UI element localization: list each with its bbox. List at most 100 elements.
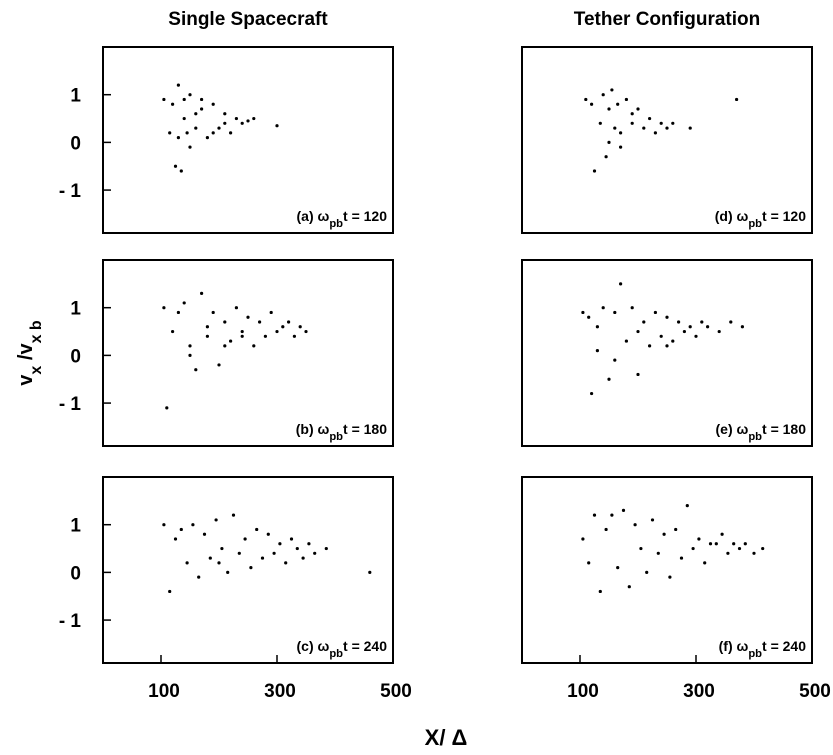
- data-point: [714, 542, 718, 546]
- data-point: [168, 131, 172, 135]
- data-point: [694, 334, 698, 338]
- column-title: Tether Configuration: [574, 9, 760, 30]
- y-axis-label: vx /vx b: [15, 320, 45, 386]
- data-point: [211, 102, 215, 106]
- data-point: [205, 325, 209, 329]
- data-point: [240, 334, 244, 338]
- data-point: [289, 537, 294, 541]
- data-point: [246, 315, 250, 319]
- data-point: [188, 93, 192, 97]
- data-point: [604, 527, 608, 532]
- data-point: [668, 575, 672, 579]
- data-point: [176, 83, 180, 87]
- data-point: [674, 527, 678, 532]
- data-point: [592, 169, 597, 173]
- data-point: [671, 121, 675, 125]
- data-point: [234, 116, 238, 121]
- data-point: [281, 325, 285, 329]
- data-point: [607, 107, 611, 111]
- data-point: [700, 320, 704, 324]
- panel-label-part: (a) ω: [297, 208, 330, 224]
- data-point: [633, 523, 637, 527]
- y-axis-label-part: /v: [15, 343, 37, 366]
- data-point: [761, 546, 765, 551]
- data-point: [619, 145, 623, 149]
- data-point: [240, 329, 244, 334]
- data-point: [292, 334, 296, 338]
- data-point: [729, 320, 733, 324]
- data-point: [220, 546, 224, 551]
- x-tick-label: 300: [264, 681, 296, 702]
- data-point: [200, 97, 204, 102]
- x-tick-label: 100: [567, 681, 599, 702]
- data-point: [616, 102, 620, 106]
- data-point: [584, 97, 588, 102]
- data-point: [182, 97, 186, 102]
- data-point: [691, 546, 695, 551]
- data-point: [205, 334, 209, 338]
- data-point: [610, 88, 614, 92]
- data-point: [630, 112, 634, 116]
- data-point: [685, 504, 689, 508]
- data-point: [581, 310, 585, 315]
- data-point: [226, 570, 230, 574]
- data-point: [185, 131, 189, 135]
- panel-label-part: pb: [748, 648, 762, 660]
- data-point: [231, 513, 236, 517]
- data-point: [604, 155, 608, 159]
- data-point: [194, 368, 198, 372]
- data-point: [703, 561, 707, 565]
- data-point: [173, 537, 178, 541]
- data-point: [581, 537, 585, 541]
- data-point: [743, 542, 747, 546]
- data-point: [636, 107, 640, 111]
- panel-label-part: pb: [329, 218, 343, 230]
- panel-label-part: (f) ω: [719, 638, 749, 654]
- data-point: [223, 344, 227, 348]
- data-point: [601, 306, 605, 310]
- data-point: [223, 121, 227, 125]
- data-point: [249, 566, 253, 570]
- data-point: [648, 344, 652, 348]
- data-point: [590, 102, 594, 106]
- data-point: [176, 310, 180, 315]
- data-point: [732, 542, 736, 546]
- data-point: [665, 344, 669, 348]
- data-point: [720, 532, 724, 536]
- x-axis-label: X/ Δ: [425, 725, 468, 750]
- data-point: [295, 546, 299, 551]
- data-point: [237, 551, 241, 555]
- data-point: [726, 551, 730, 555]
- data-point: [592, 513, 597, 517]
- data-point: [269, 310, 273, 315]
- data-point: [202, 532, 207, 536]
- y-axis-label-part: x: [28, 366, 45, 375]
- panel-label-part: (e) ω: [716, 421, 749, 437]
- data-point: [630, 306, 634, 310]
- data-point: [630, 121, 634, 125]
- y-tick-label: - 1: [59, 181, 82, 202]
- panel-label-part: t = 180: [762, 421, 806, 437]
- plot-frame: [521, 476, 813, 664]
- data-point: [706, 325, 710, 329]
- y-tick-label: 1: [70, 86, 81, 107]
- data-point: [595, 349, 600, 353]
- data-point: [162, 523, 166, 527]
- data-point: [682, 329, 687, 334]
- data-point: [307, 542, 311, 546]
- data-point: [313, 551, 317, 555]
- data-point: [645, 570, 649, 574]
- panel-label-part: (d) ω: [715, 208, 749, 224]
- data-point: [613, 358, 617, 362]
- y-tick-label: 0: [70, 133, 81, 154]
- y-tick-label: 1: [70, 516, 81, 537]
- panel-label-part: t = 120: [762, 208, 806, 224]
- data-point: [171, 329, 175, 334]
- data-point: [737, 546, 742, 551]
- data-point: [200, 107, 204, 111]
- data-point: [662, 532, 666, 536]
- data-point: [275, 329, 279, 334]
- data-point: [648, 116, 652, 121]
- data-point: [176, 136, 180, 140]
